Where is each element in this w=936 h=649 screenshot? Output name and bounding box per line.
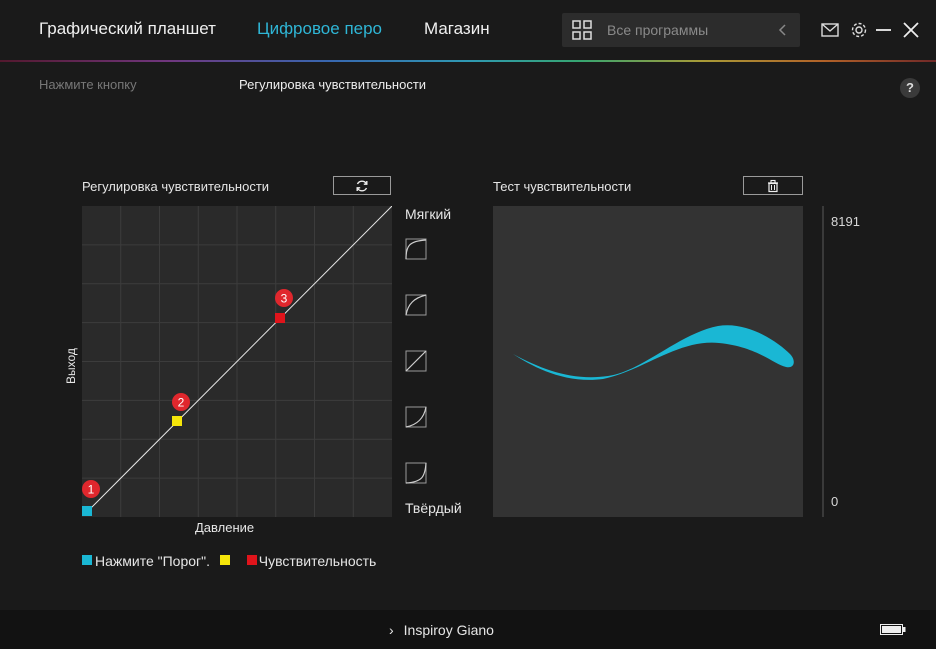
curve-point-2[interactable] [172, 416, 182, 426]
preset-hardest-curve-icon[interactable] [405, 462, 427, 484]
accent-divider [0, 60, 936, 62]
preset-soft-curve-icon[interactable] [405, 294, 427, 316]
preset-firm-curve-icon[interactable] [405, 406, 427, 428]
close-icon[interactable] [901, 20, 921, 40]
tab-graphics-tablet[interactable]: Графический планшет [39, 19, 216, 38]
chevron-left-icon[interactable] [776, 21, 790, 39]
tab-digital-pen[interactable]: Цифровое перо [257, 19, 383, 38]
device-selector[interactable]: › Inspiroy Giano [389, 622, 494, 638]
x-axis-label: Давление [195, 520, 255, 535]
minimize-icon[interactable] [874, 20, 894, 40]
pressure-meter [822, 206, 824, 517]
clear-test-button[interactable] [743, 176, 803, 195]
curve-point-2-badge [172, 393, 190, 411]
grid-icon [572, 20, 592, 40]
test-panel-title: Тест чувствительности [493, 179, 632, 194]
soft-label: Мягкий [405, 206, 452, 222]
battery-icon [880, 624, 906, 635]
mail-icon[interactable] [820, 20, 840, 40]
top-navigation: Графический планшет Цифровое перо Магази… [0, 0, 936, 60]
test-stroke [513, 325, 794, 380]
pressure-curve-graph[interactable]: 1 2 3 [82, 206, 392, 517]
refresh-icon [356, 180, 368, 192]
legend-sensitivity-label: Чувствительность [258, 553, 377, 570]
legend-threshold-swatch [82, 555, 92, 566]
pressure-curve-editor[interactable]: 1 2 3 [82, 206, 392, 517]
curve-point-3-badge [275, 289, 293, 307]
curve-point-3-label: 3 [281, 292, 288, 306]
y-axis-label: Выход [64, 348, 78, 384]
chevron-right-icon: › [389, 622, 394, 638]
legend-mid-swatch [219, 555, 230, 566]
subtab-press-button[interactable]: Нажмите кнопку [39, 77, 137, 92]
gear-icon[interactable] [849, 20, 869, 40]
preset-softest-curve-icon[interactable] [405, 238, 427, 260]
preset-linear-curve-icon[interactable] [405, 350, 427, 372]
curve-point-1-badge [82, 480, 100, 498]
legend-sensitivity-swatch [246, 555, 257, 566]
hard-label: Твёрдый [405, 500, 462, 516]
subtab-sensitivity[interactable]: Регулировка чувствительности [239, 77, 427, 92]
curve-legend: Нажмите "Порог". Чувствительность [82, 552, 376, 570]
curve-point-2-label: 2 [178, 396, 185, 410]
help-icon[interactable]: ? [900, 78, 920, 98]
pressure-test-canvas[interactable] [493, 206, 803, 517]
pressure-min-value: 0 [831, 494, 839, 509]
legend-threshold-label: Нажмите "Порог". [95, 553, 210, 570]
pressure-max-value: 8191 [831, 214, 860, 229]
curve-point-1-label: 1 [88, 483, 95, 497]
reset-curve-button[interactable] [333, 176, 391, 195]
tab-store[interactable]: Магазин [424, 19, 490, 38]
app-selector-label: Все программы [607, 22, 709, 38]
trash-icon [768, 179, 778, 193]
curve-line [86, 206, 392, 513]
curve-point-3[interactable] [275, 313, 285, 323]
curve-point-1[interactable] [82, 506, 92, 516]
app-selector[interactable]: Все программы [562, 13, 800, 47]
status-bar [0, 610, 936, 649]
curve-panel-title: Регулировка чувствительности [82, 179, 270, 194]
device-name: Inspiroy Giano [403, 622, 494, 638]
